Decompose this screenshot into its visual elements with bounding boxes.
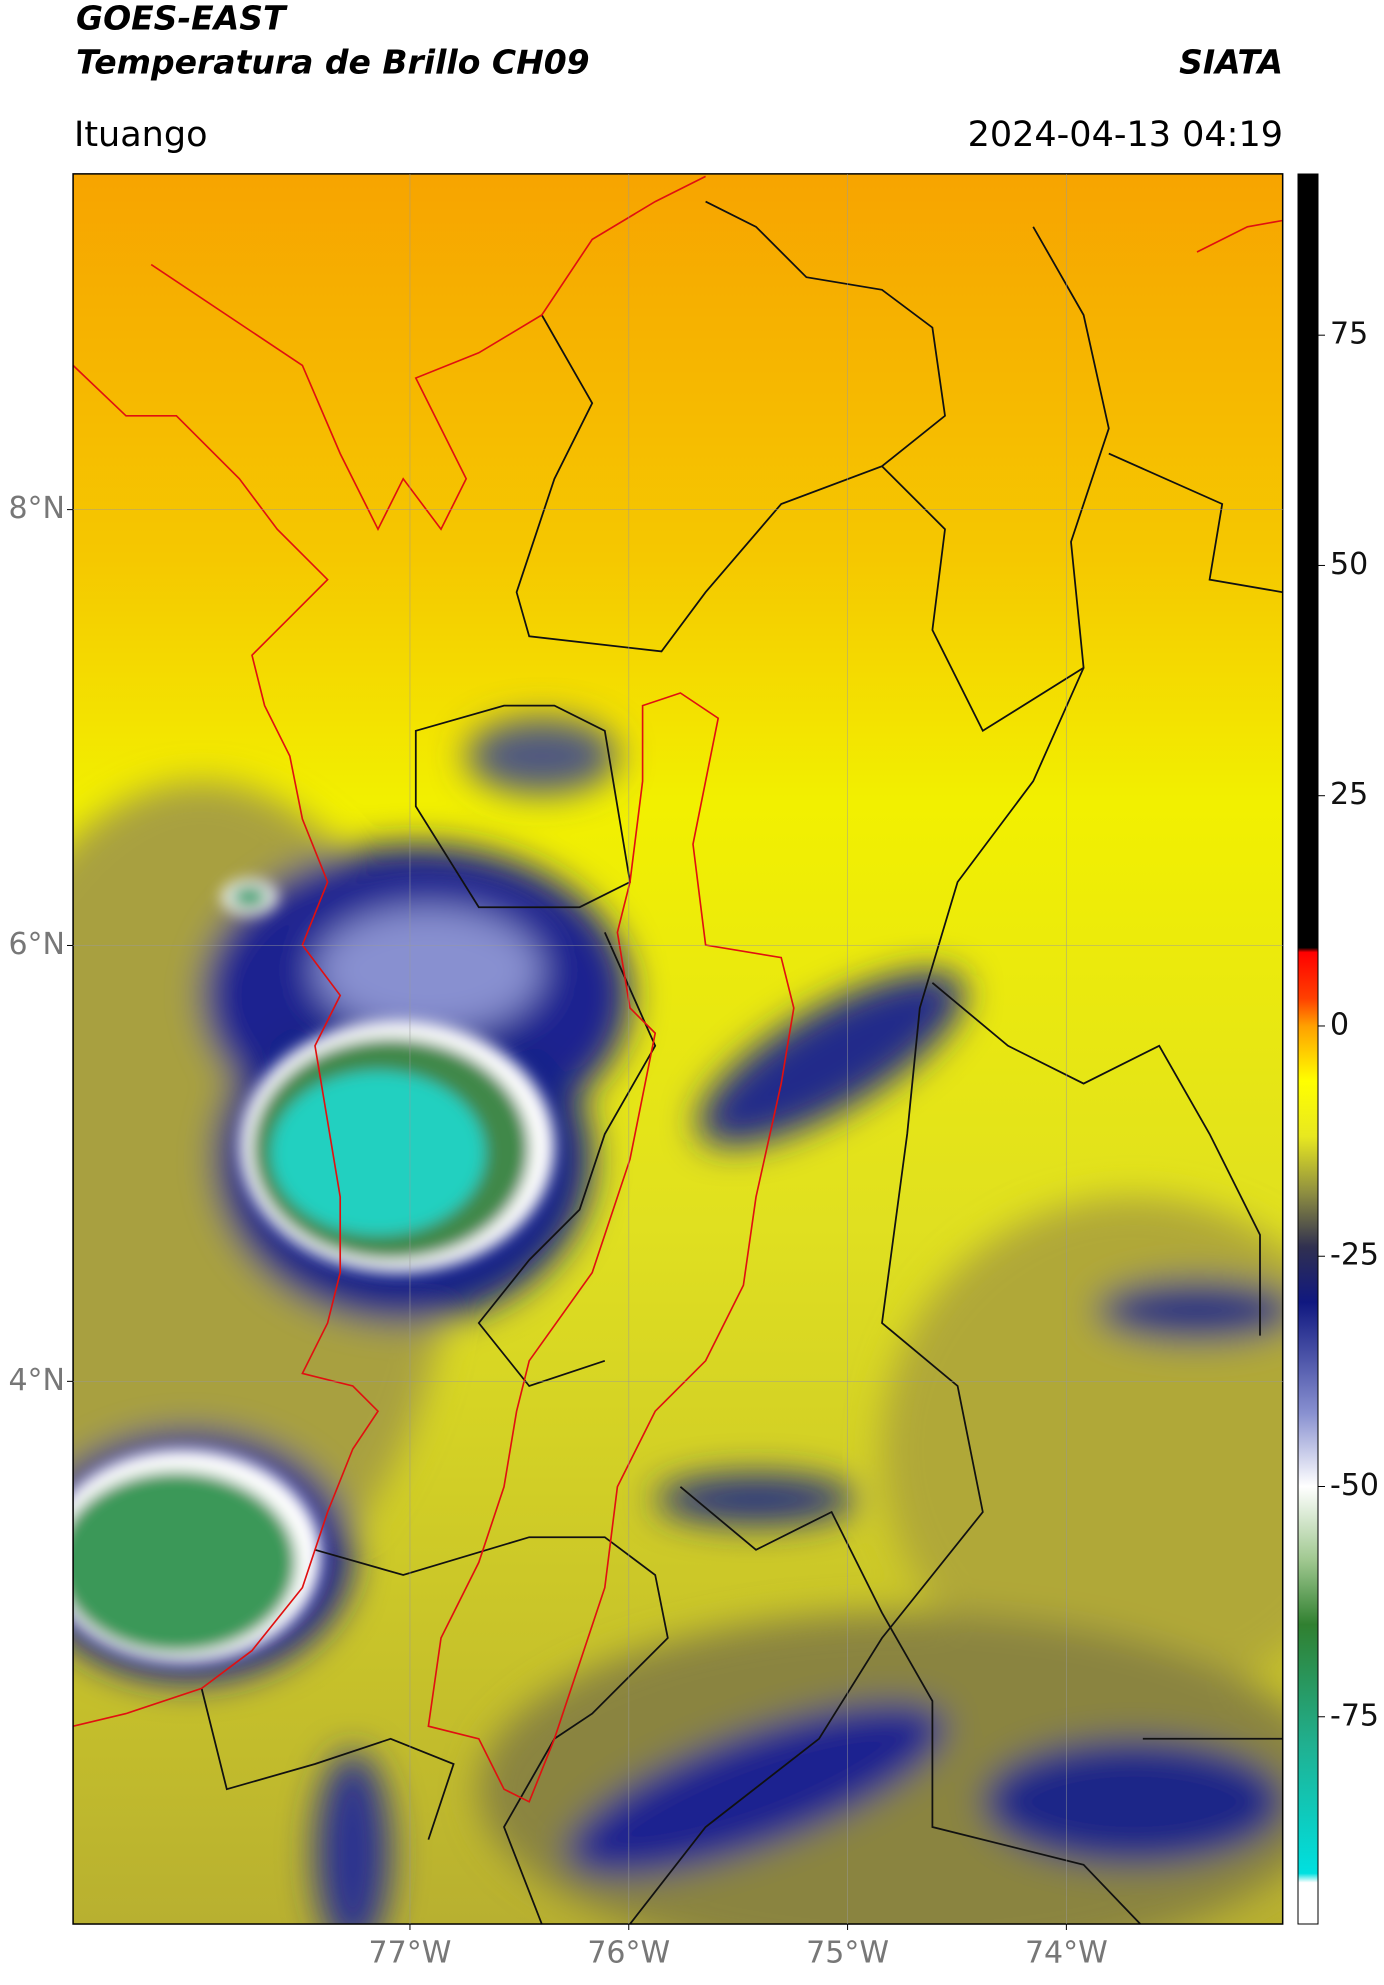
title: GOES-EAST xyxy=(76,0,288,38)
x-tick-label: 76°W xyxy=(587,1936,670,1971)
subtitle: Temperatura de Brillo CH09 xyxy=(76,43,590,82)
colorbar-label: 0 xyxy=(1330,1007,1349,1042)
y-tick-label: 8°N xyxy=(8,491,65,526)
x-tick-label: 77°W xyxy=(369,1936,452,1971)
x-tick-label: 74°W xyxy=(1025,1936,1108,1971)
colorbar-label: -25 xyxy=(1330,1238,1379,1273)
source: SIATA xyxy=(1179,43,1283,82)
map-image xyxy=(72,173,1284,1925)
colorbar-label: 75 xyxy=(1330,317,1368,352)
y-tick-label: 6°N xyxy=(8,927,65,962)
colorbar-label: 25 xyxy=(1330,777,1368,812)
x-tick-label: 75°W xyxy=(806,1936,889,1971)
colorbar-label: -75 xyxy=(1330,1698,1379,1733)
y-tick-label: 4°N xyxy=(8,1363,65,1398)
location: Ituango xyxy=(74,115,208,155)
colorbar xyxy=(1297,173,1319,1925)
colorbar-label: 50 xyxy=(1330,547,1368,582)
colorbar-label: -50 xyxy=(1330,1468,1379,1503)
datetime: 2024-04-13 04:19 xyxy=(968,115,1283,155)
